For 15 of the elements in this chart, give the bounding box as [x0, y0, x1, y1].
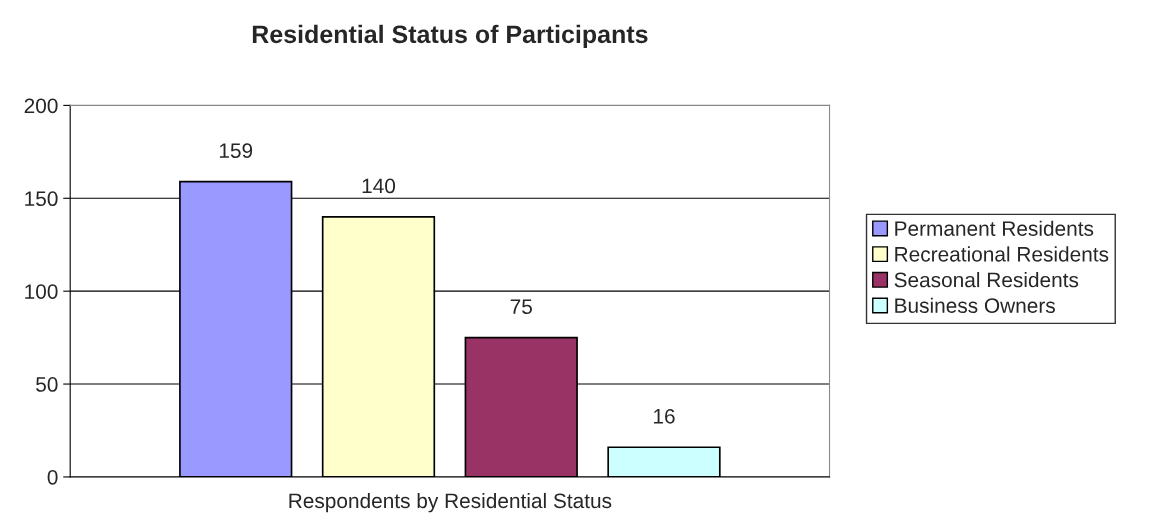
y-tick-label: 150 — [25, 191, 58, 207]
legend-label: Seasonal Residents — [894, 272, 1079, 288]
x-axis-title: Respondents by Residential Status — [289, 492, 612, 513]
data-label: 140 — [362, 178, 396, 194]
data-label: 159 — [219, 143, 253, 158]
legend-label: Permanent Residents — [895, 220, 1094, 236]
data-label: 75 — [510, 299, 532, 315]
legend-label: Recreational Residents — [895, 246, 1109, 262]
y-tick-label: 0 — [47, 469, 58, 485]
chart-title: Residential Status of Participants — [252, 24, 648, 49]
y-tick-label: 100 — [25, 284, 58, 299]
data-label: 16 — [654, 408, 675, 424]
y-tick-label: 50 — [36, 377, 58, 392]
legend-label: Business Owners — [895, 297, 1055, 313]
y-tick-label: 200 — [24, 98, 58, 114]
